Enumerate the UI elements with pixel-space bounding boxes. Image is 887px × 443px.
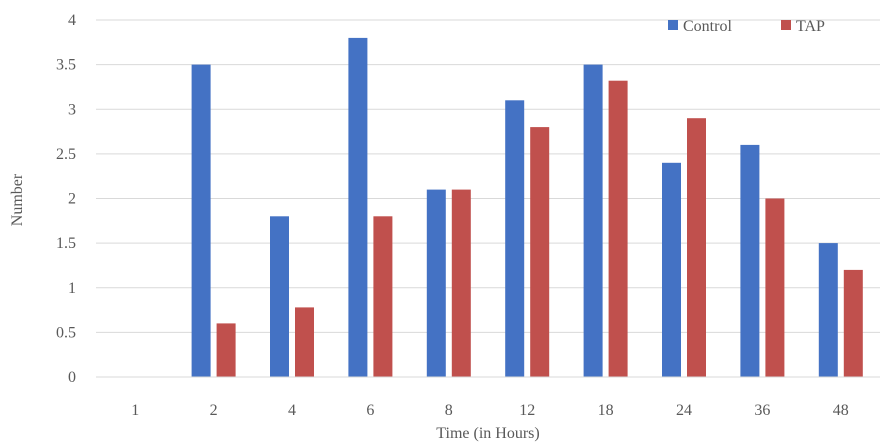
legend-swatch-tap bbox=[781, 20, 791, 30]
bar-tap-12 bbox=[530, 127, 550, 377]
x-axis-ticks: 1 2 4 6 8 12 18 24 36 48 bbox=[131, 402, 849, 419]
x-tick-label: 4 bbox=[288, 402, 296, 419]
y-tick-label: 0 bbox=[68, 369, 76, 386]
bar-control-24 bbox=[662, 162, 681, 377]
y-axis-title: Number bbox=[9, 173, 26, 226]
x-tick-label: 18 bbox=[598, 402, 614, 419]
y-tick-label: 2 bbox=[68, 191, 76, 208]
bar-control-48 bbox=[818, 243, 838, 377]
gridlines bbox=[96, 19, 880, 333]
bar-tap-8 bbox=[451, 189, 471, 377]
bar-tap-36 bbox=[765, 198, 785, 377]
y-tick-label: 4 bbox=[68, 12, 76, 29]
legend-label-tap: TAP bbox=[796, 18, 825, 35]
y-tick-label: 3.5 bbox=[56, 57, 76, 74]
x-tick-label: 24 bbox=[676, 402, 692, 419]
x-axis-title: Time (in Hours) bbox=[436, 425, 539, 442]
y-tick-label: 2.5 bbox=[56, 146, 76, 163]
bar-tap-2 bbox=[216, 323, 236, 377]
bar-tap-18 bbox=[608, 80, 628, 377]
bar-control-6 bbox=[348, 37, 368, 378]
x-tick-label: 36 bbox=[754, 402, 770, 419]
y-tick-label: 1.5 bbox=[56, 235, 76, 252]
y-tick-label: 0.5 bbox=[56, 324, 76, 341]
bar-control-12 bbox=[505, 100, 525, 378]
bar-control-8 bbox=[426, 189, 446, 377]
x-tick-label: 12 bbox=[519, 402, 535, 419]
bar-tap-24 bbox=[687, 118, 706, 377]
legend: Control TAP bbox=[668, 18, 825, 35]
legend-swatch-control bbox=[668, 20, 678, 30]
bar-control-18 bbox=[583, 64, 603, 377]
bar-control-2 bbox=[191, 64, 211, 377]
bar-control-4 bbox=[270, 216, 289, 377]
x-tick-label: 1 bbox=[131, 402, 139, 419]
y-tick-label: 3 bbox=[68, 101, 76, 118]
bar-tap-48 bbox=[843, 269, 863, 377]
legend-label-control: Control bbox=[683, 18, 732, 35]
x-tick-label: 8 bbox=[445, 402, 453, 419]
x-tick-label: 2 bbox=[210, 402, 218, 419]
y-tick-label: 1 bbox=[68, 280, 76, 297]
bars bbox=[191, 37, 863, 378]
x-tick-label: 6 bbox=[366, 402, 374, 419]
y-axis-ticks: 0 0.5 1 1.5 2 2.5 3 3.5 4 bbox=[56, 12, 76, 386]
bar-control-36 bbox=[740, 144, 760, 377]
x-tick-label: 48 bbox=[833, 402, 849, 419]
bar-tap-6 bbox=[373, 216, 393, 377]
bar-tap-4 bbox=[295, 307, 314, 377]
